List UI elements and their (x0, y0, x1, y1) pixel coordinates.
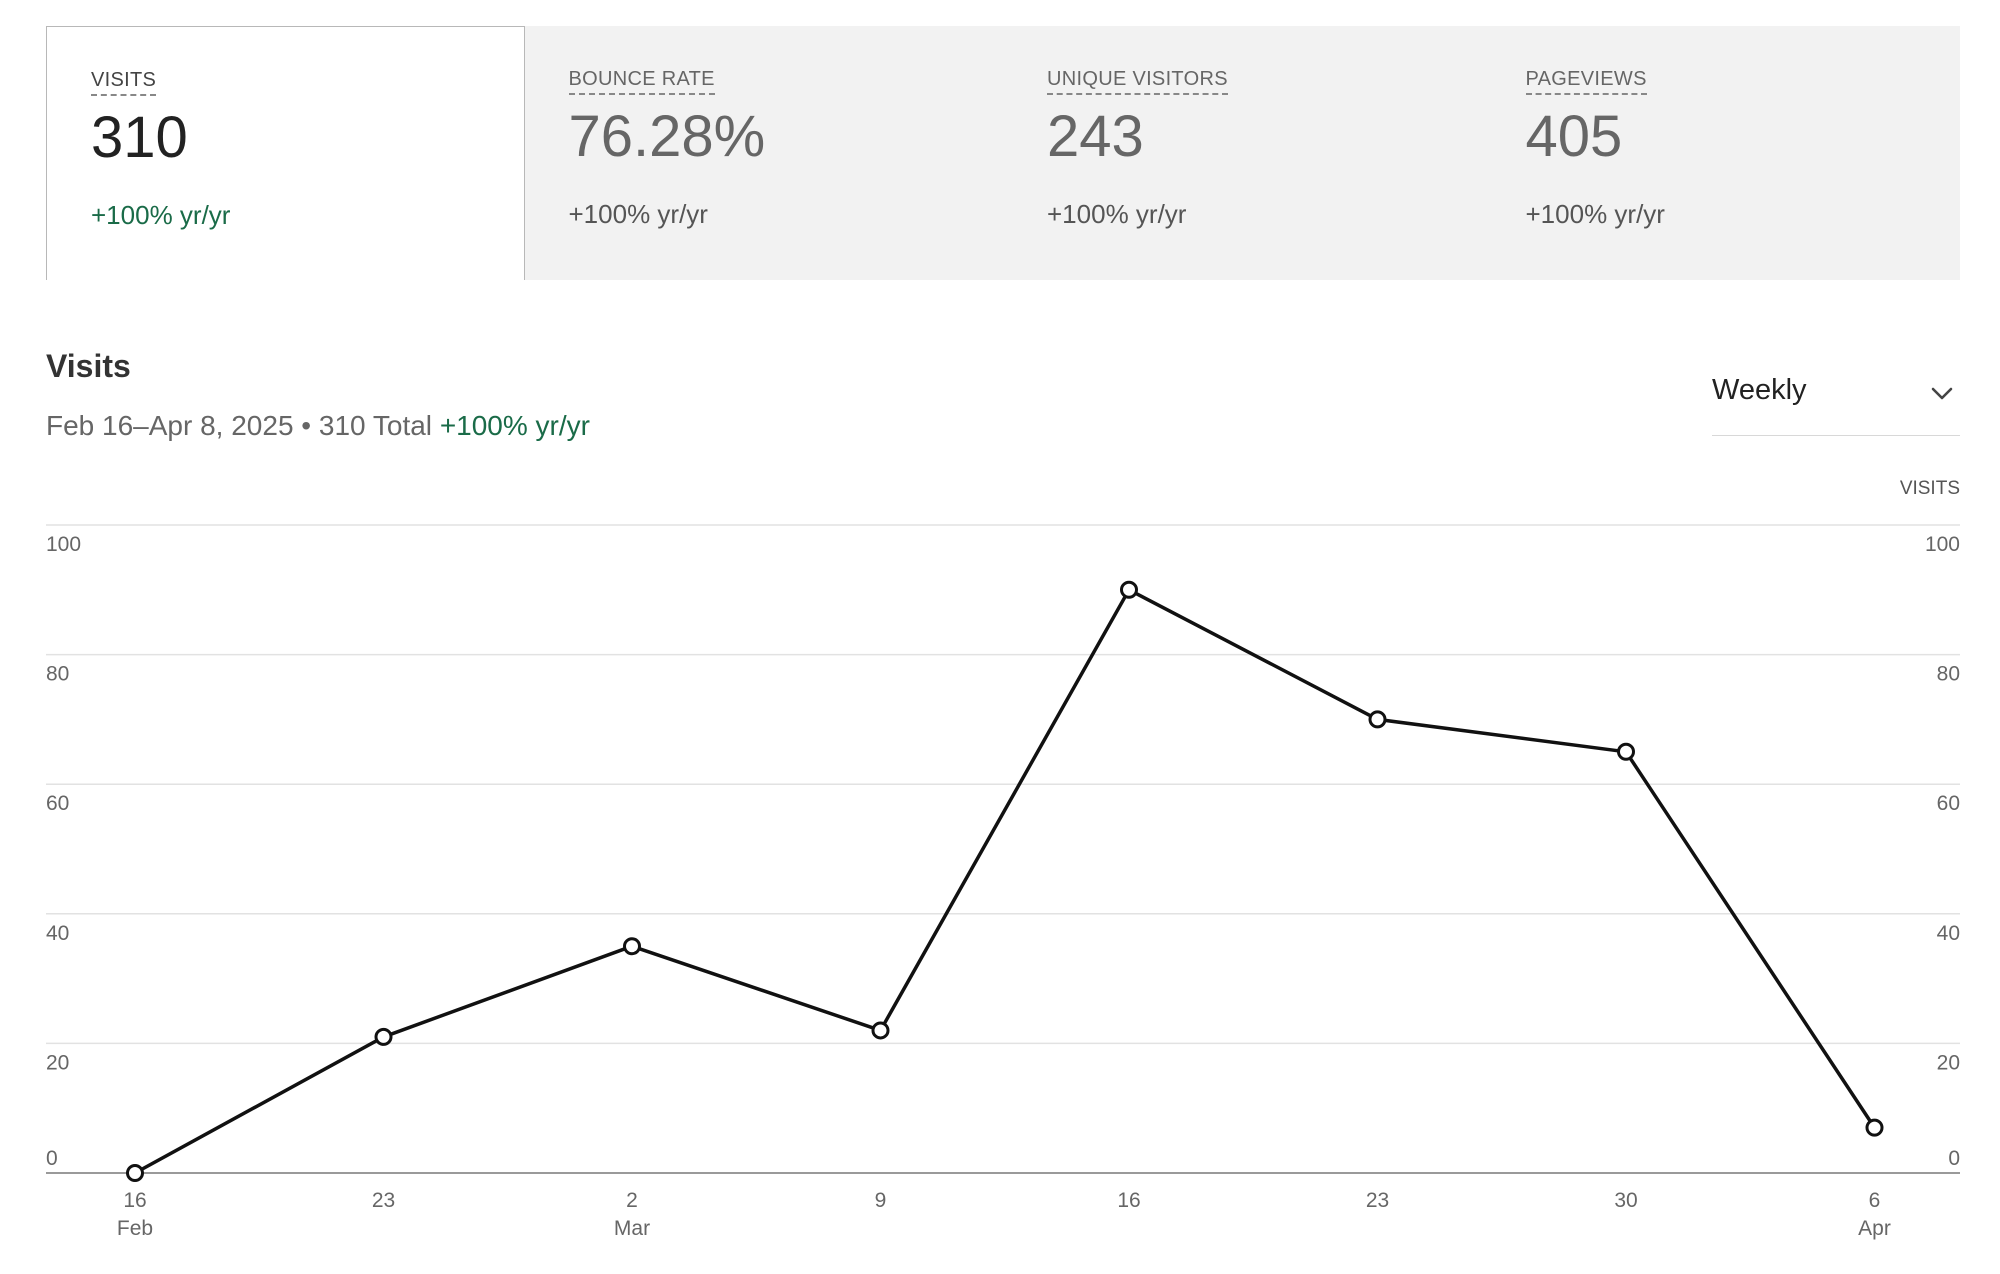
metric-card-unique-visitors[interactable]: UNIQUE VISITORS 243 +100% yr/yr (1003, 26, 1482, 280)
metric-card-bounce-rate[interactable]: BOUNCE RATE 76.28% +100% yr/yr (525, 26, 1004, 280)
metric-cards: VISITS 310 +100% yr/yr BOUNCE RATE 76.28… (46, 26, 1960, 280)
y-tick-label-right: 40 (1937, 922, 1960, 945)
data-point (126, 1164, 144, 1182)
metric-value: 76.28% (568, 104, 766, 169)
metric-value: 405 (1525, 104, 1623, 169)
y-tick-label-left: 80 (46, 663, 69, 686)
section-title: Visits (46, 348, 131, 384)
separator-dot: • (301, 410, 312, 441)
y-tick-label-left: 20 (46, 1051, 69, 1074)
x-tick-month-label: Mar (614, 1217, 650, 1240)
y-tick-label-right: 0 (1948, 1147, 1960, 1170)
y-tick-label-right: 100 (1925, 533, 1960, 556)
metric-change: +100% yr/yr (568, 199, 708, 229)
x-tick-month-label: Apr (1858, 1217, 1891, 1240)
data-point (374, 1027, 393, 1046)
section-subtitle: Feb 16–Apr 8, 2025 • 310 Total +100% yr/… (46, 410, 590, 442)
metric-label: UNIQUE VISITORS (1047, 68, 1228, 95)
metric-value: 243 (1047, 104, 1144, 169)
x-tick-label: 9 (875, 1189, 887, 1212)
metric-change: +100% yr/yr (91, 200, 231, 230)
metric-label: BOUNCE RATE (568, 68, 715, 95)
visits-line-chart: VISITS 0 0 20 20 40 40 60 60 80 80 100 100 16 Feb 23 2 Ma… (46, 478, 1960, 1240)
y-tick-label-left: 100 (46, 533, 81, 556)
metric-change: +100% yr/yr (1047, 199, 1187, 229)
metric-card-pageviews[interactable]: PAGEVIEWS 405 +100% yr/yr (1482, 26, 1961, 280)
metric-label: PAGEVIEWS (1525, 68, 1647, 95)
metric-value: 310 (91, 105, 188, 170)
period-select[interactable]: Weekly (1712, 366, 1960, 436)
x-tick-label: 16 (1117, 1189, 1140, 1212)
data-point (1368, 710, 1387, 729)
x-tick-label: 16 (123, 1189, 146, 1212)
total-count: 310 Total (318, 410, 433, 441)
y-axis-label: VISITS (1900, 478, 1960, 499)
y-tick-label-left: 0 (46, 1147, 58, 1170)
series-line (134, 588, 1876, 1175)
y-tick-label-right: 20 (1937, 1051, 1960, 1074)
data-point (1617, 742, 1635, 761)
visits-chart: VISITS 0 0 20 20 40 40 60 60 80 80 100 100 16 Feb 23 2 Ma… (0, 460, 2000, 1274)
x-tick-label: 2 (626, 1189, 638, 1212)
x-tick-label: 30 (1614, 1189, 1637, 1212)
x-tick-label: 6 (1869, 1189, 1881, 1212)
y-tick-label-left: 40 (46, 922, 69, 945)
y-tick-label-right: 80 (1937, 663, 1960, 686)
data-point (623, 937, 641, 956)
metric-card-visits[interactable]: VISITS 310 +100% yr/yr (46, 26, 525, 280)
x-tick-label: 23 (1366, 1189, 1389, 1212)
date-range: Feb 16–Apr 8, 2025 (46, 410, 294, 441)
x-tick-label: 23 (372, 1189, 395, 1212)
y-tick-label-left: 60 (46, 792, 69, 815)
y-tick-label-right: 60 (1937, 792, 1960, 815)
total-change: +100% yr/yr (439, 410, 590, 441)
period-select-value: Weekly (1712, 374, 1807, 406)
chevron-down-icon (1931, 387, 1953, 400)
data-point (1120, 580, 1138, 599)
data-point (1865, 1118, 1884, 1137)
metric-label: VISITS (91, 69, 157, 96)
x-tick-month-label: Feb (117, 1217, 153, 1240)
metric-change: +100% yr/yr (1525, 199, 1665, 229)
data-point (871, 1021, 890, 1040)
